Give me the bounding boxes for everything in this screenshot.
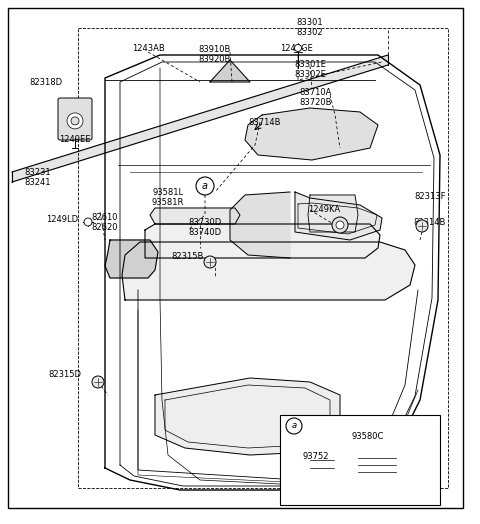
Polygon shape [155, 378, 340, 455]
Text: a: a [202, 181, 208, 191]
Circle shape [84, 218, 92, 226]
Text: 82315B: 82315B [172, 252, 204, 261]
Polygon shape [344, 445, 406, 492]
Polygon shape [12, 55, 388, 182]
Text: 93580C: 93580C [352, 432, 384, 441]
Text: 83710A
83720B: 83710A 83720B [300, 88, 332, 107]
Text: 93752: 93752 [303, 452, 329, 461]
Polygon shape [105, 240, 158, 278]
Polygon shape [308, 195, 358, 232]
Text: 82318D: 82318D [29, 78, 62, 87]
Polygon shape [145, 224, 380, 258]
Circle shape [295, 45, 301, 51]
Text: 83301
83302: 83301 83302 [297, 18, 324, 37]
Text: a: a [291, 421, 297, 431]
Text: 83714B: 83714B [248, 118, 280, 127]
Polygon shape [297, 450, 342, 488]
Circle shape [196, 177, 214, 195]
Bar [280, 415, 440, 505]
Polygon shape [210, 60, 250, 82]
Text: 1243AB: 1243AB [132, 44, 164, 53]
Text: 1249GE: 1249GE [280, 44, 313, 53]
Polygon shape [230, 192, 290, 258]
Polygon shape [150, 208, 240, 224]
Text: 83301E
83302E: 83301E 83302E [294, 60, 326, 80]
Text: 82314B: 82314B [414, 218, 446, 227]
Polygon shape [245, 108, 378, 160]
Circle shape [286, 418, 302, 434]
Circle shape [67, 113, 83, 129]
Text: 83730D
83740D: 83730D 83740D [188, 218, 221, 237]
Circle shape [336, 221, 344, 229]
Text: 83231
83241: 83231 83241 [24, 168, 51, 188]
Text: 1249LD: 1249LD [46, 215, 78, 224]
Circle shape [92, 376, 104, 388]
Polygon shape [295, 192, 382, 240]
Text: 82313F: 82313F [414, 192, 446, 201]
Text: 82315D: 82315D [48, 370, 82, 379]
Circle shape [204, 256, 216, 268]
Text: 83910B
83920B: 83910B 83920B [199, 45, 231, 64]
Circle shape [416, 220, 428, 232]
Text: 1249EE: 1249EE [59, 135, 91, 144]
Text: 93581L
93581R: 93581L 93581R [152, 188, 184, 208]
Bar [78, 28, 448, 488]
Text: 82610
82620: 82610 82620 [92, 213, 118, 233]
FancyBboxPatch shape [58, 98, 92, 140]
Text: 1249KA: 1249KA [308, 205, 340, 214]
Circle shape [332, 217, 348, 233]
Circle shape [71, 117, 79, 125]
Polygon shape [122, 242, 415, 300]
